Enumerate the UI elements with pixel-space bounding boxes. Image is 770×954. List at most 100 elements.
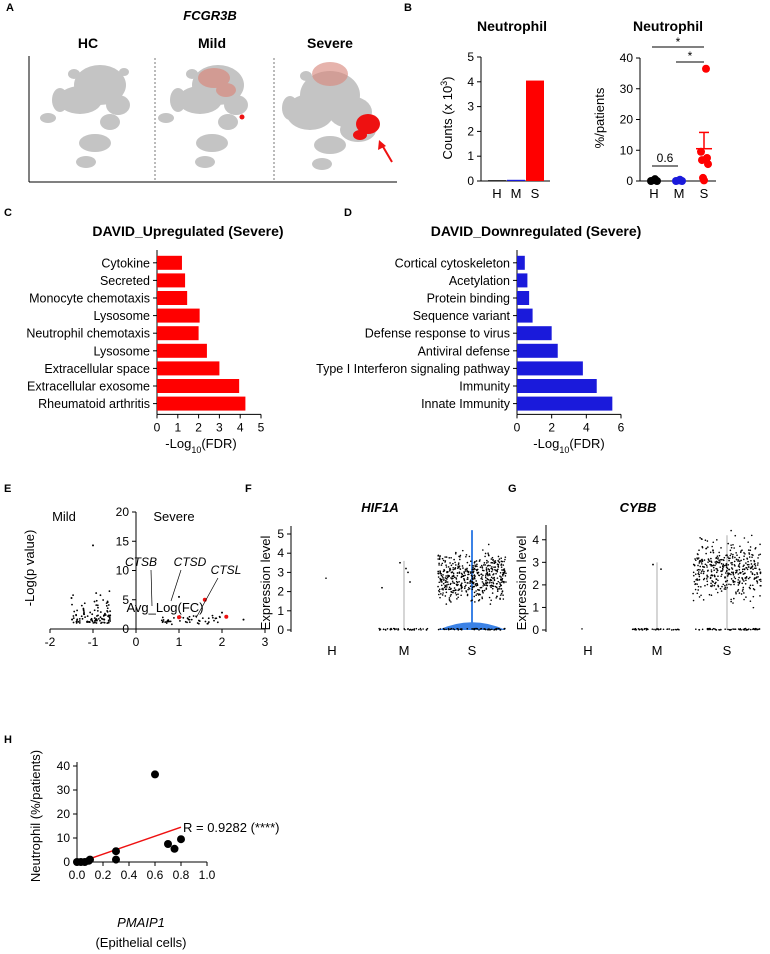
- violin-point-s: [476, 565, 478, 568]
- violin-point-s: [759, 595, 761, 597]
- violin-xtick-label: S: [468, 643, 477, 658]
- violin-point-s: [733, 583, 735, 586]
- violin-point-s: [482, 574, 484, 577]
- volcano-point-mild: [99, 594, 102, 597]
- violin-point-s: [486, 559, 488, 562]
- hbar-term-label: Neutrophil chemotaxis: [26, 327, 150, 341]
- panel-a-group-severe: Severe: [307, 35, 353, 51]
- violin-point-s: [452, 568, 454, 571]
- violin-point-s: [464, 574, 466, 577]
- hbar-bar: [157, 396, 246, 411]
- violin-point-s: [480, 564, 483, 567]
- violin-point-s: [475, 560, 478, 562]
- violin-point-s: [753, 573, 756, 576]
- volcano-point-severe: [164, 621, 167, 623]
- violin-point-s: [732, 553, 734, 556]
- violin-point-s: [701, 569, 704, 571]
- violin-point-s: [478, 574, 481, 577]
- violin-point-m: [419, 627, 422, 630]
- violin-point-s: [759, 578, 762, 581]
- violin-point-s: [738, 560, 741, 563]
- hbar-bar: [157, 379, 240, 393]
- violin-point-m: [378, 627, 380, 630]
- violin-point-m: [678, 628, 680, 631]
- violin-point-s: [472, 571, 475, 574]
- violin-point-s: [715, 571, 718, 574]
- violin-point-s: [499, 575, 501, 577]
- violin-point-s: [445, 584, 448, 586]
- violin-point-s: [468, 588, 471, 590]
- violin-point-s: [747, 577, 750, 580]
- bar-ytick-label: 3: [467, 100, 474, 114]
- umap-severe: [282, 62, 380, 170]
- violin-point-s: [757, 575, 759, 578]
- violin-point-s: [454, 561, 456, 564]
- violin-point-s: [706, 578, 708, 580]
- violin-point-s: [738, 568, 741, 571]
- violin-point-m: [425, 629, 428, 631]
- volcano-point-mild: [99, 619, 101, 622]
- violin-point-s: [712, 541, 715, 544]
- violin-point-s: [724, 576, 726, 579]
- violin-point-s: [437, 585, 439, 588]
- violin-point-s: [734, 572, 737, 574]
- violin-point-s: [697, 557, 700, 559]
- violin-point-s: [710, 582, 712, 585]
- volcano-point-mild: [82, 607, 85, 610]
- violin-ytick-label: 1: [532, 600, 539, 614]
- violin-point-s-zero: [449, 628, 452, 630]
- violin-point-s: [483, 584, 486, 586]
- violin-point-s: [474, 560, 476, 563]
- violin-point-s: [443, 569, 446, 572]
- violin-point-s: [741, 570, 744, 573]
- violin-point-s: [440, 574, 443, 577]
- violin-point-s: [715, 562, 717, 565]
- violin-ytick-label: 3: [277, 565, 284, 579]
- violin-point-s: [485, 567, 488, 569]
- violin-point-s: [751, 573, 754, 576]
- scatter-point: [177, 835, 185, 844]
- violin-point-s: [501, 569, 503, 571]
- violin-point-s: [733, 547, 735, 549]
- volcano-point-mild: [107, 619, 110, 622]
- hbar-term-label: Rheumatoid arthritis: [38, 397, 150, 411]
- violin-point-s: [461, 573, 464, 576]
- violin-point-s: [705, 552, 707, 555]
- violin-point-s: [752, 568, 754, 571]
- violin-point-s: [495, 572, 497, 575]
- panel-e-ylabel: -Log(p value): [22, 530, 37, 607]
- violin-point-s: [499, 584, 502, 587]
- violin-point-s-zero: [456, 627, 458, 630]
- violin-point-s: [466, 578, 469, 581]
- violin-point-s: [740, 571, 742, 574]
- volcano-point-mild: [93, 617, 96, 619]
- violin-point-s: [460, 586, 463, 589]
- dot-point-s: [702, 64, 710, 73]
- volcano-point-gene: [224, 614, 229, 619]
- violin-point-s: [489, 564, 491, 567]
- bar-xtick-label: M: [511, 186, 522, 201]
- violin-point-s: [743, 568, 746, 571]
- violin-point-s: [752, 606, 755, 609]
- volcano-point-mild: [75, 620, 78, 623]
- violin-point-s: [468, 573, 470, 576]
- volcano-point-severe: [160, 619, 163, 622]
- violin-point-s: [706, 576, 709, 578]
- volcano-point-mild: [106, 600, 109, 603]
- panel-e: E -Log(p value) Avg_Log(FC) Mild Severe …: [4, 483, 269, 649]
- violin-point-s-zero: [445, 628, 447, 631]
- violin-point-s: [438, 590, 441, 593]
- violin-point-s: [743, 564, 745, 567]
- violin-point-s: [475, 580, 477, 582]
- violin-point-s: [440, 584, 443, 587]
- violin-point-m: [408, 629, 411, 631]
- violin-point-s: [440, 578, 442, 581]
- panel-d: D DAVID_Downregulated (Severe) 0 2 4 6 Corti…: [316, 207, 641, 455]
- violin-point-s: [728, 573, 731, 575]
- violin-point-s: [502, 580, 504, 583]
- violin-point-s: [760, 580, 762, 582]
- violin-point-s: [465, 568, 468, 571]
- violin-point-s: [737, 573, 740, 575]
- violin-point-s: [481, 569, 484, 572]
- bar-ytick-label: 2: [467, 124, 474, 138]
